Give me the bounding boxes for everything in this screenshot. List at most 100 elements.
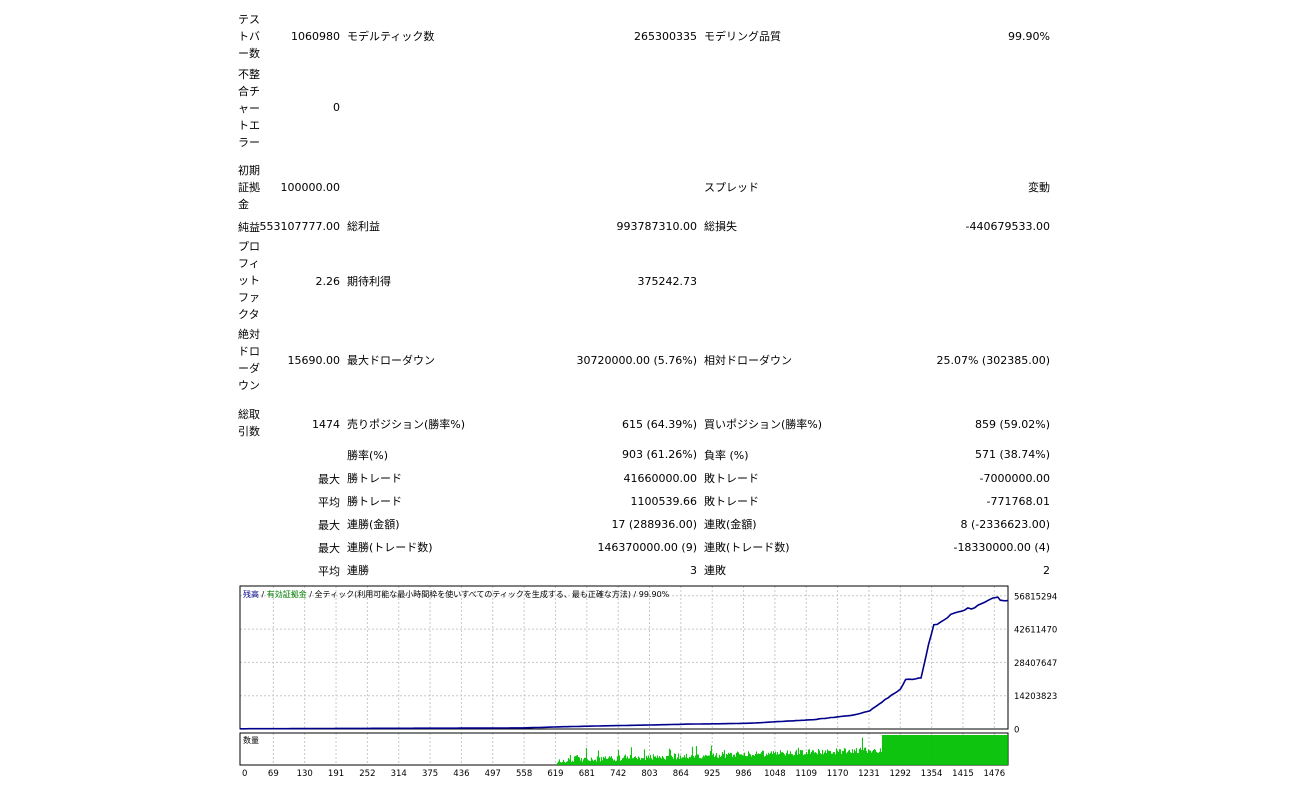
x-tick-label: 191 — [328, 769, 344, 779]
pf-value: 2.26 — [315, 275, 341, 288]
volume-bar — [901, 735, 903, 765]
volume-bar — [791, 754, 793, 765]
volume-bar — [973, 735, 975, 765]
volume-bar — [629, 754, 631, 765]
volume-bar — [613, 759, 615, 765]
volume-bar — [931, 735, 933, 765]
avg-consec-loss-value: 2 — [1043, 564, 1050, 577]
volume-bar — [636, 759, 638, 765]
volume-bar — [569, 754, 571, 765]
volume-bar — [863, 747, 865, 765]
volume-bar — [904, 735, 906, 765]
volume-bar — [591, 759, 593, 765]
volume-bar — [927, 735, 929, 765]
volume-bar — [645, 755, 647, 765]
volume-bar — [684, 757, 686, 765]
volume-bar — [588, 760, 590, 765]
volume-bar — [732, 754, 734, 765]
volume-bar — [622, 757, 624, 765]
volume-bar — [841, 750, 843, 765]
volume-bar — [896, 735, 898, 765]
volume-bar — [917, 735, 919, 765]
volume-bar — [682, 757, 684, 765]
volume-bar — [768, 754, 770, 765]
volume-bar — [754, 753, 756, 765]
volume-bar — [897, 735, 899, 765]
volume-bar — [711, 754, 713, 765]
volume-bar — [699, 758, 701, 765]
volume-bar — [723, 750, 725, 765]
volume-bar — [606, 759, 608, 765]
volume-bar — [991, 735, 993, 765]
volume-bar — [934, 735, 936, 765]
volume-bar — [596, 756, 598, 765]
volume-bar — [663, 758, 665, 765]
volume-bar — [964, 735, 966, 765]
volume-bar — [738, 754, 740, 765]
volume-bar — [714, 755, 716, 765]
abs-dd-label: 絶対ドローダウン — [238, 328, 260, 392]
volume-bar — [933, 735, 935, 765]
trades-value: 1474 — [312, 418, 340, 431]
volume-bar — [926, 735, 928, 765]
volume-bar — [771, 754, 773, 765]
volume-bar — [661, 755, 663, 765]
volume-bar — [824, 750, 826, 765]
chart-grid — [240, 586, 1008, 765]
volume-bar — [809, 753, 811, 765]
volume-bar — [947, 735, 949, 765]
volume-bar — [847, 750, 849, 765]
volume-bar — [796, 754, 798, 765]
deposit-label: 初期証拠金 — [238, 164, 260, 211]
volume-bar — [923, 735, 925, 765]
volume-bar — [996, 735, 998, 765]
volume-bar — [777, 754, 779, 765]
volume-bar — [721, 752, 723, 765]
volume-bar — [827, 750, 829, 765]
volume-bar — [728, 753, 730, 765]
max-consec-win-trades-label: 連勝(トレード数) — [347, 541, 433, 554]
volume-bar — [782, 752, 784, 765]
volume-bar — [789, 751, 791, 765]
gross-profit-label: 総利益 — [347, 220, 380, 233]
volume-bar — [861, 737, 863, 765]
rel-dd-value: 25.07% (302385.00) — [936, 354, 1050, 367]
volume-bar — [967, 735, 969, 765]
volume-bar — [890, 735, 892, 765]
volume-bar — [846, 752, 848, 765]
volume-bar — [584, 757, 586, 765]
volume-bar — [937, 735, 939, 765]
volume-bar — [615, 760, 617, 765]
volume-bar — [653, 756, 655, 765]
expected-value: 375242.73 — [637, 275, 698, 288]
volume-bar — [592, 760, 594, 765]
volume-bar — [785, 752, 787, 765]
winrate-label: 勝率(%) — [347, 449, 389, 462]
volume-bar — [713, 757, 715, 765]
volume-bar — [939, 735, 941, 765]
max-consec-loss-money-value: 8 (-2336623.00) — [960, 518, 1050, 531]
volume-bar — [911, 735, 913, 765]
volume-bar — [974, 735, 976, 765]
volume-bar — [650, 758, 652, 765]
balance-line — [240, 596, 1009, 730]
volume-bar — [886, 735, 888, 765]
volume-bar — [821, 749, 823, 765]
x-tick-label: 1292 — [889, 769, 911, 779]
volume-bar — [840, 753, 842, 765]
volume-bar — [949, 735, 951, 765]
volume-bar — [752, 754, 754, 765]
volume-bar — [948, 735, 950, 765]
volume-bar — [850, 753, 852, 765]
volume-bar — [820, 754, 822, 765]
volume-bar — [940, 735, 942, 765]
legend-equity: 有効証拠金 — [267, 589, 307, 599]
x-tick-label: 497 — [485, 769, 501, 779]
volume-bar — [1005, 735, 1007, 765]
volume-bar — [556, 762, 558, 765]
volume-bar — [577, 756, 579, 765]
y-axis-ticks: 56815294 42611470 28407647 14203823 0 — [1014, 592, 1057, 735]
volume-bar — [763, 756, 765, 765]
volume-bar — [985, 735, 987, 765]
volume-bar — [971, 735, 973, 765]
